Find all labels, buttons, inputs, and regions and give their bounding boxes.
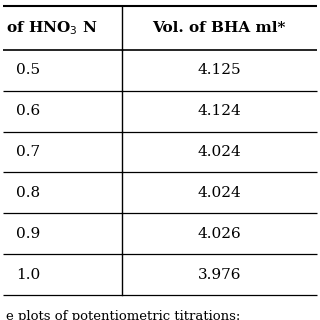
Text: 0.9: 0.9 <box>16 227 40 241</box>
Text: 4.026: 4.026 <box>197 227 241 241</box>
Text: 4.024: 4.024 <box>197 186 241 200</box>
Text: 4.024: 4.024 <box>197 145 241 159</box>
Text: 4.124: 4.124 <box>197 104 241 118</box>
Text: 1.0: 1.0 <box>16 268 40 282</box>
Text: Vol. of BHA ml*: Vol. of BHA ml* <box>153 21 286 35</box>
Text: 0.7: 0.7 <box>16 145 40 159</box>
Text: 0.8: 0.8 <box>16 186 40 200</box>
Text: 0.5: 0.5 <box>16 63 40 77</box>
Text: 3.976: 3.976 <box>197 268 241 282</box>
Text: 4.125: 4.125 <box>197 63 241 77</box>
Text: 0.6: 0.6 <box>16 104 40 118</box>
Text: e plots of potentiometric titrations:: e plots of potentiometric titrations: <box>6 310 241 320</box>
Text: of HNO$_3$ N: of HNO$_3$ N <box>6 19 98 37</box>
